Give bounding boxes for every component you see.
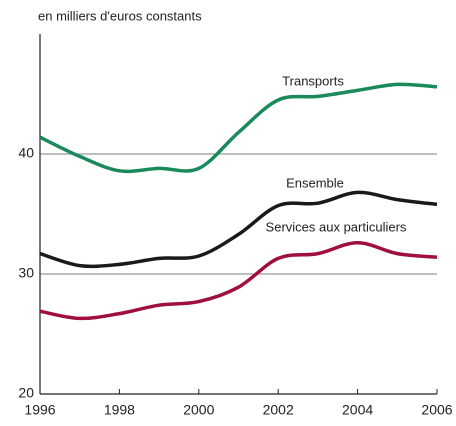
x-tick-label: 2002 [263,402,294,418]
y-tick-label: 20 [18,385,34,401]
line-series [39,190,438,269]
y-axis-label: en milliers d'euros constants [38,8,202,23]
x-tick-label: 2004 [342,402,373,418]
series-label: Transports [282,73,344,88]
y-tick-label: 30 [18,265,34,281]
x-tick-label: 1996 [24,402,55,418]
y-tick-label: 40 [18,145,34,161]
x-tick-label: 1998 [104,402,135,418]
line-series [39,241,438,321]
series-label: Ensemble [286,175,344,190]
series-label: Services aux particuliers [266,219,407,234]
x-tick-label: 2006 [421,402,452,418]
x-tick-label: 2000 [183,402,214,418]
line-series [39,82,438,174]
